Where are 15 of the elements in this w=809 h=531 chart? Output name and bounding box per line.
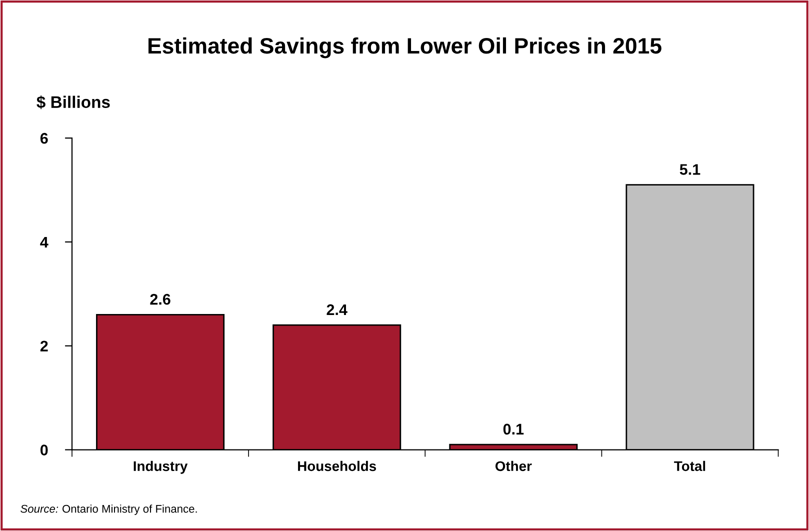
data-label: 2.6: [150, 294, 170, 305]
data-label: 0.1: [503, 424, 524, 435]
chart-title: Estimated Savings from Lower Oil Prices in 2015: [148, 37, 662, 58]
y-tick-label: 2: [40, 340, 48, 352]
source-note: Source: Ontario Ministry of Finance.: [20, 504, 197, 515]
x-tick-label: Other: [495, 460, 532, 472]
y-tick-label: 4: [40, 236, 48, 248]
data-label: 5.1: [680, 164, 700, 175]
y-axis-title: $ Billions: [36, 95, 110, 110]
y-tick-label: 0: [40, 444, 48, 456]
x-tick-label: Total: [674, 460, 706, 472]
data-label: 2.4: [326, 304, 348, 315]
x-tick-label: Industry: [134, 460, 188, 474]
x-tick-label: Households: [298, 460, 376, 472]
y-tick-label: 6: [40, 132, 48, 144]
